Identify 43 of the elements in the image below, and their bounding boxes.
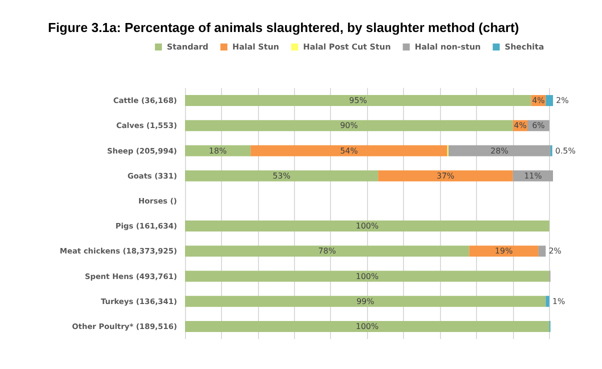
data-label: 2% xyxy=(556,96,570,106)
data-label: 90% xyxy=(340,121,358,130)
bar xyxy=(185,220,550,232)
bar xyxy=(546,296,550,307)
data-label: 100% xyxy=(356,222,380,231)
legend-label: Halal Post Cut Stun xyxy=(303,42,392,52)
data-label: 11% xyxy=(524,171,542,180)
data-label: 95% xyxy=(349,96,368,106)
legend-label: Standard xyxy=(166,42,209,52)
data-label: 0.5% xyxy=(555,146,576,156)
bar xyxy=(185,270,550,282)
data-label: 53% xyxy=(272,171,291,180)
data-label: 99% xyxy=(356,296,375,306)
data-label: 100% xyxy=(356,322,380,331)
data-label: 18% xyxy=(208,146,228,156)
data-label: 37% xyxy=(436,171,455,180)
bar xyxy=(448,145,550,156)
bar xyxy=(469,246,538,257)
legend-label: Halal non-stun xyxy=(414,42,482,52)
data-label: 28% xyxy=(490,146,509,156)
bar xyxy=(185,170,378,182)
data-label: 4% xyxy=(532,96,546,106)
bar xyxy=(250,145,448,156)
legend-label: Halal Stun xyxy=(232,42,280,52)
bar xyxy=(185,320,550,332)
data-label: 1% xyxy=(552,296,566,306)
data-label: 2% xyxy=(548,246,562,256)
data-label: 6% xyxy=(532,121,546,130)
bar xyxy=(185,296,546,307)
bar xyxy=(538,246,546,257)
data-label: 54% xyxy=(340,146,358,156)
data-label: 78% xyxy=(318,246,336,256)
bar xyxy=(185,246,470,257)
data-label: 4% xyxy=(514,121,527,130)
bar xyxy=(378,170,513,182)
chart-title: Figure 3.1a: Percentage of animals slaughtered, by slaughter method (chart) xyxy=(48,20,520,35)
bar xyxy=(185,145,251,156)
bar xyxy=(185,95,532,106)
legend-label: Shechita xyxy=(504,42,544,52)
bar xyxy=(546,95,553,106)
bar xyxy=(185,120,513,132)
data-label: 100% xyxy=(356,272,380,281)
data-label: 19% xyxy=(494,246,514,256)
